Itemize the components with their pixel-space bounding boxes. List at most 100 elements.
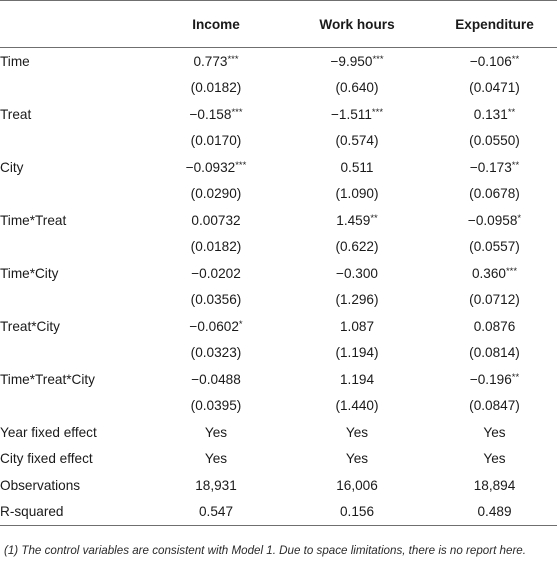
work-hours-cell: (1.090) xyxy=(282,181,432,208)
cell-value: −0.158 xyxy=(189,106,232,122)
income-cell: −0.0932*** xyxy=(150,154,282,181)
expenditure-cell: (0.0847) xyxy=(432,393,557,420)
table-row: Time*Treat*City −0.0488 1.194 −0.196** xyxy=(0,366,557,393)
cell-value: (0.0323) xyxy=(190,345,242,361)
work-hours-cell: 0.511 xyxy=(282,154,432,181)
row-label xyxy=(0,393,150,420)
cell-value: (0.0170) xyxy=(190,133,242,149)
significance-stars: ** xyxy=(370,212,378,224)
row-label: Time xyxy=(0,53,30,69)
table-row: (0.0395) (1.440) (0.0847) xyxy=(0,393,557,420)
cell-value: 0.511 xyxy=(340,159,374,175)
cell-value: (1.440) xyxy=(335,398,379,414)
expenditure-cell: 0.0876 xyxy=(432,313,557,340)
cell-value: (0.0550) xyxy=(469,133,520,149)
cell-value: Yes xyxy=(204,424,228,440)
cell-value: −0.0488 xyxy=(191,371,241,387)
cell-value: Yes xyxy=(483,451,506,467)
cell-value: −0.0958 xyxy=(467,212,518,228)
expenditure-cell: 18,894 xyxy=(432,472,557,499)
table-row: Observations 18,931 16,006 18,894 xyxy=(0,472,557,499)
income-cell: (0.0323) xyxy=(150,340,282,367)
cell-value: Yes xyxy=(204,451,228,467)
significance-stars: * xyxy=(238,318,243,330)
cell-value: 0.773 xyxy=(193,53,228,69)
row-label: Time*Treat*City xyxy=(0,371,95,387)
table-row: Treat*City −0.0602* 1.087 0.0876 xyxy=(0,313,557,340)
cell-value: 1.459 xyxy=(336,212,371,228)
row-label: Time*City xyxy=(0,265,59,281)
table-row: City −0.0932*** 0.511 −0.173** xyxy=(0,154,557,181)
expenditure-cell: −0.106** xyxy=(432,48,557,75)
table-footnote: (1) The control variables are consistent… xyxy=(4,544,526,557)
row-label: Year fixed effect xyxy=(0,424,97,440)
row-label xyxy=(0,287,150,314)
cell-value: −0.173 xyxy=(469,159,512,175)
income-cell: −0.0602* xyxy=(150,313,282,340)
cell-value: (0.0712) xyxy=(469,292,520,308)
expenditure-cell: (0.0814) xyxy=(432,340,557,367)
table-row: Time 0.773*** −9.950*** −0.106** xyxy=(0,48,557,75)
cell-value: −0.0932 xyxy=(185,159,236,175)
work-hours-cell: (1.440) xyxy=(282,393,432,420)
table-body: Time 0.773*** −9.950*** −0.106** (0.0182) (0.… xyxy=(0,48,557,526)
work-hours-cell: −9.950*** xyxy=(282,48,432,75)
income-cell: Yes xyxy=(150,446,282,473)
cell-value: Yes xyxy=(483,424,506,440)
cell-value: (0.0182) xyxy=(190,80,242,96)
income-cell: (0.0395) xyxy=(150,393,282,420)
expenditure-cell: −0.0958* xyxy=(432,207,557,234)
income-cell: 0.00732 xyxy=(150,207,282,234)
expenditure-cell: Yes xyxy=(432,446,557,473)
expenditure-cell: 0.131** xyxy=(432,101,557,128)
cell-value: Yes xyxy=(345,451,369,467)
cell-value: −0.106 xyxy=(469,53,512,69)
table-row: (0.0182) (0.640) (0.0471) xyxy=(0,75,557,102)
row-label: City fixed effect xyxy=(0,451,93,467)
work-hours-cell: 1.194 xyxy=(282,366,432,393)
cell-value: (0.622) xyxy=(335,239,379,255)
regression-table: Income Work hours Expenditure Time 0.773*… xyxy=(0,0,557,526)
expenditure-cell: (0.0712) xyxy=(432,287,557,314)
cell-value: −0.0602 xyxy=(189,318,239,334)
row-label: City xyxy=(0,159,24,175)
significance-stars: ** xyxy=(511,159,520,171)
work-hours-cell: −0.300 xyxy=(282,260,432,287)
significance-stars: *** xyxy=(371,106,384,118)
cell-value: −0.196 xyxy=(469,371,512,387)
table-row: Year fixed effect Yes Yes Yes xyxy=(0,419,557,446)
income-cell: (0.0182) xyxy=(150,234,282,261)
expenditure-cell: Yes xyxy=(432,419,557,446)
expenditure-cell: −0.196** xyxy=(432,366,557,393)
expenditure-cell: −0.173** xyxy=(432,154,557,181)
income-cell: −0.158*** xyxy=(150,101,282,128)
work-hours-cell: −1.511*** xyxy=(282,101,432,128)
cell-value: 0.131 xyxy=(473,106,508,122)
row-label: Time*Treat xyxy=(0,212,67,228)
work-hours-cell: (1.194) xyxy=(282,340,432,367)
cell-value: 18,894 xyxy=(473,477,516,493)
significance-stars: ** xyxy=(511,371,520,383)
row-label: R-squared xyxy=(0,498,150,526)
work-hours-cell: 1.459** xyxy=(282,207,432,234)
cell-value: (0.0471) xyxy=(469,80,520,96)
cell-value: 1.087 xyxy=(339,318,375,334)
cell-value: (0.0182) xyxy=(190,239,242,255)
significance-stars: *** xyxy=(505,265,518,277)
significance-stars: *** xyxy=(235,159,247,171)
header-work-hours: Work hours xyxy=(282,0,432,48)
cell-value: 18,931 xyxy=(195,477,237,493)
work-hours-cell: (0.622) xyxy=(282,234,432,261)
cell-value: (0.0678) xyxy=(469,186,520,202)
income-cell: 0.773*** xyxy=(150,48,282,75)
expenditure-cell: 0.360*** xyxy=(432,260,557,287)
work-hours-cell: Yes xyxy=(282,419,432,446)
table-row: (0.0290) (1.090) (0.0678) xyxy=(0,181,557,208)
row-label xyxy=(0,234,150,261)
table-row: (0.0356) (1.296) (0.0712) xyxy=(0,287,557,314)
header-row: Income Work hours Expenditure xyxy=(0,0,557,48)
cell-value: 1.194 xyxy=(339,371,375,387)
expenditure-cell: (0.0678) xyxy=(432,181,557,208)
cell-value: −0.300 xyxy=(336,265,378,281)
